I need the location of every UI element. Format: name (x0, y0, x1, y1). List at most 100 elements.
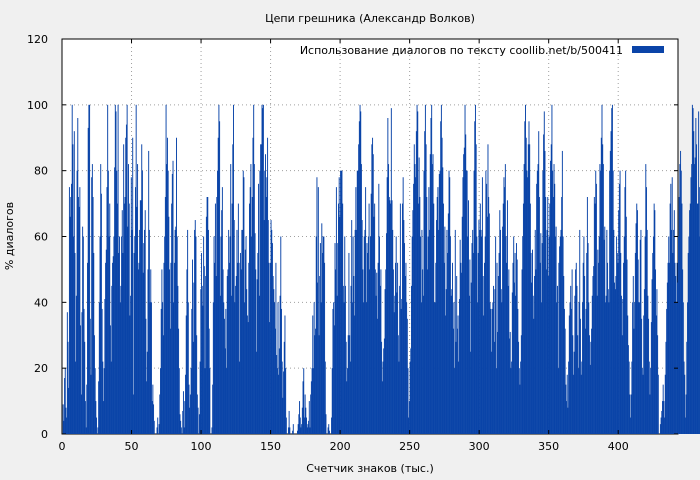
bar (338, 177, 340, 434)
bar (121, 210, 123, 434)
bar (368, 203, 370, 434)
bar (636, 210, 638, 434)
bar (73, 131, 75, 435)
bar (328, 430, 330, 434)
bar (598, 236, 600, 434)
bar (121, 236, 123, 434)
bar (146, 381, 148, 434)
bar (271, 243, 273, 434)
bar (698, 111, 700, 435)
bar (593, 197, 595, 434)
bar (95, 401, 97, 434)
bar (108, 236, 110, 434)
bar (473, 170, 475, 435)
bar (100, 164, 102, 434)
bar (625, 216, 627, 434)
bar (517, 308, 519, 434)
bar (178, 328, 180, 434)
bar (497, 331, 499, 434)
bar (474, 104, 476, 434)
bar (230, 295, 232, 434)
bar (652, 236, 654, 434)
bar (340, 170, 342, 435)
bar (80, 394, 82, 434)
bar (529, 144, 531, 434)
bar (660, 417, 662, 434)
bar (469, 259, 471, 434)
bar (382, 361, 384, 434)
bar (684, 374, 686, 434)
bar (342, 285, 344, 435)
bar (280, 236, 282, 434)
bar (167, 170, 169, 435)
bar (404, 276, 406, 434)
bar (173, 262, 175, 434)
bar (506, 262, 508, 434)
bar (456, 328, 458, 434)
bar (299, 417, 301, 434)
bar (602, 144, 604, 434)
bar (325, 414, 327, 434)
bar (246, 315, 248, 434)
bar (523, 164, 525, 434)
bar (541, 243, 543, 434)
bar (205, 276, 207, 434)
bar (64, 378, 66, 434)
bar (287, 427, 289, 434)
bar (429, 154, 431, 434)
bar (347, 335, 349, 434)
bar (612, 170, 614, 435)
bar (625, 170, 627, 435)
bar (488, 197, 490, 434)
bar (456, 276, 458, 434)
bar (413, 144, 415, 434)
bar (688, 236, 690, 434)
bar (356, 229, 358, 434)
bar (185, 374, 187, 434)
bar (150, 302, 152, 434)
bar (639, 302, 641, 434)
bar (394, 295, 396, 434)
bar (395, 262, 396, 434)
bar (98, 381, 100, 434)
bar (545, 197, 547, 434)
bar (422, 295, 424, 434)
bar (322, 252, 323, 434)
bar (655, 315, 657, 434)
bar (269, 262, 271, 434)
bar (75, 361, 77, 434)
bar (169, 328, 171, 434)
bar (606, 229, 608, 434)
bar (518, 368, 520, 434)
bar (617, 262, 619, 434)
bar (683, 361, 685, 434)
bar (259, 170, 261, 435)
bar (486, 216, 488, 434)
bar (470, 351, 472, 434)
bar (285, 368, 287, 434)
bar (351, 220, 353, 434)
bar (224, 348, 226, 434)
bar (307, 424, 309, 435)
bar (309, 427, 311, 434)
bar (672, 252, 674, 434)
bar (646, 229, 648, 434)
bar (621, 335, 623, 434)
bar (551, 104, 553, 434)
bar (436, 220, 437, 434)
bar (228, 262, 230, 434)
bar (690, 177, 692, 434)
bar (91, 177, 93, 434)
bar (487, 144, 489, 434)
bar (239, 361, 241, 434)
bar (412, 210, 414, 434)
bar (361, 220, 363, 434)
bar (262, 104, 264, 434)
bar (490, 351, 492, 434)
bar (166, 137, 168, 434)
bar (547, 197, 549, 434)
bar (111, 285, 113, 435)
bar (258, 295, 260, 434)
bar (380, 269, 382, 434)
bar (103, 368, 105, 434)
